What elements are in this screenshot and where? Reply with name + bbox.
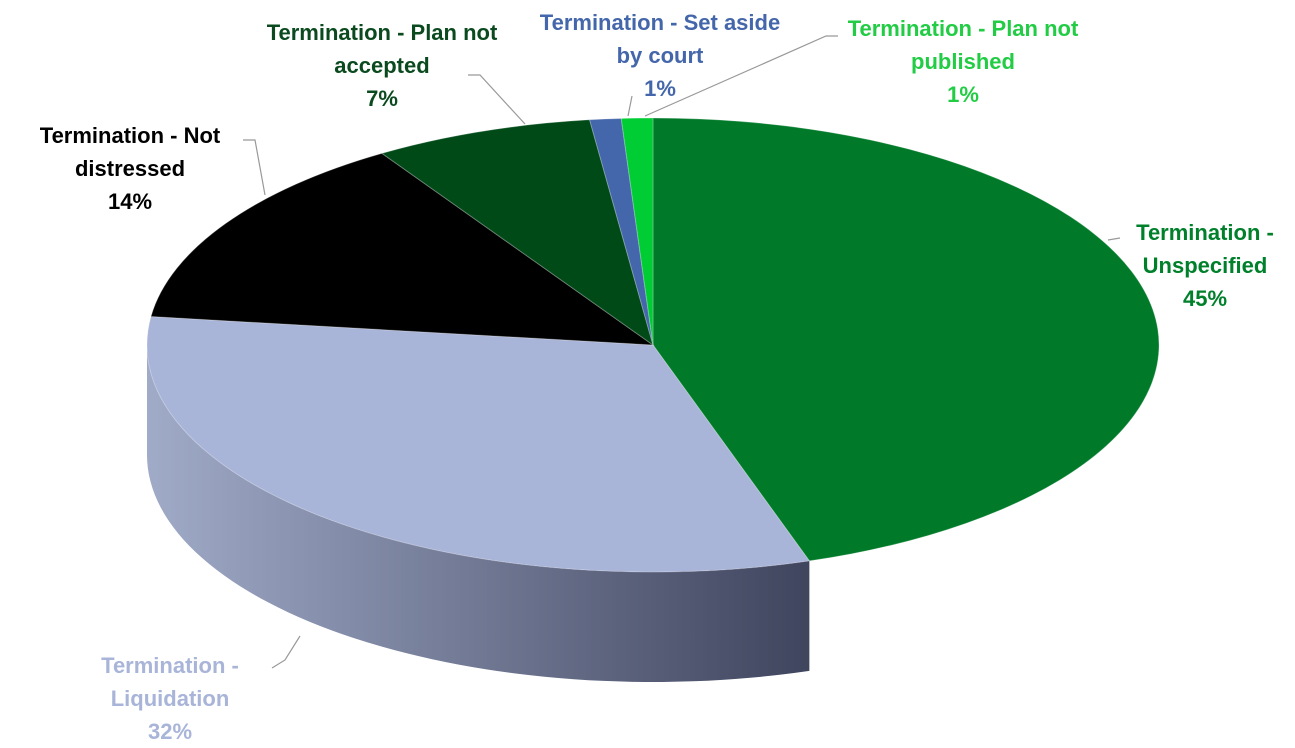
category-label: Termination - Plan not published [847,16,1079,74]
category-label: Termination - Not distressed [39,123,221,181]
pie-side [147,345,810,682]
pie-slice [588,117,654,346]
value-label: 1% [947,82,979,107]
value-label: 32% [147,719,193,744]
leader-line [243,139,266,196]
data-label: Termination - Plan not published 1% [841,12,1086,111]
value-label: 14% [107,189,153,214]
pie-slice [652,117,1160,562]
value-label: 1% [644,76,676,101]
value-label: 45% [1182,286,1228,311]
value-label: 7% [366,86,398,111]
data-label: Termination - Unspecified 45% [1115,216,1295,315]
leader-lines [243,35,1121,669]
data-label: Termination - Set aside by court 1% [538,6,783,105]
leader-line [644,35,838,117]
data-label: Termination - Plan not accepted 7% [260,16,505,115]
pie-slice [146,316,811,573]
leader-line [1107,237,1121,241]
data-label: Termination - Not distressed 14% [13,119,248,218]
leader-line [468,74,526,125]
data-label: Termination - Liquidation 32% [80,649,260,748]
pie-slice [150,152,655,346]
category-label: Termination - Unspecified [1136,220,1274,278]
pie-slice [380,119,654,347]
category-label: Termination - Set aside by court [539,10,781,68]
category-label: Termination - Liquidation [101,653,239,711]
pie-slice [620,117,654,346]
pie-tops [146,117,1160,573]
category-label: Termination - Plan not accepted [266,20,498,78]
leader-line [271,635,301,669]
pie-sides [147,345,810,682]
leader-line [627,95,633,117]
